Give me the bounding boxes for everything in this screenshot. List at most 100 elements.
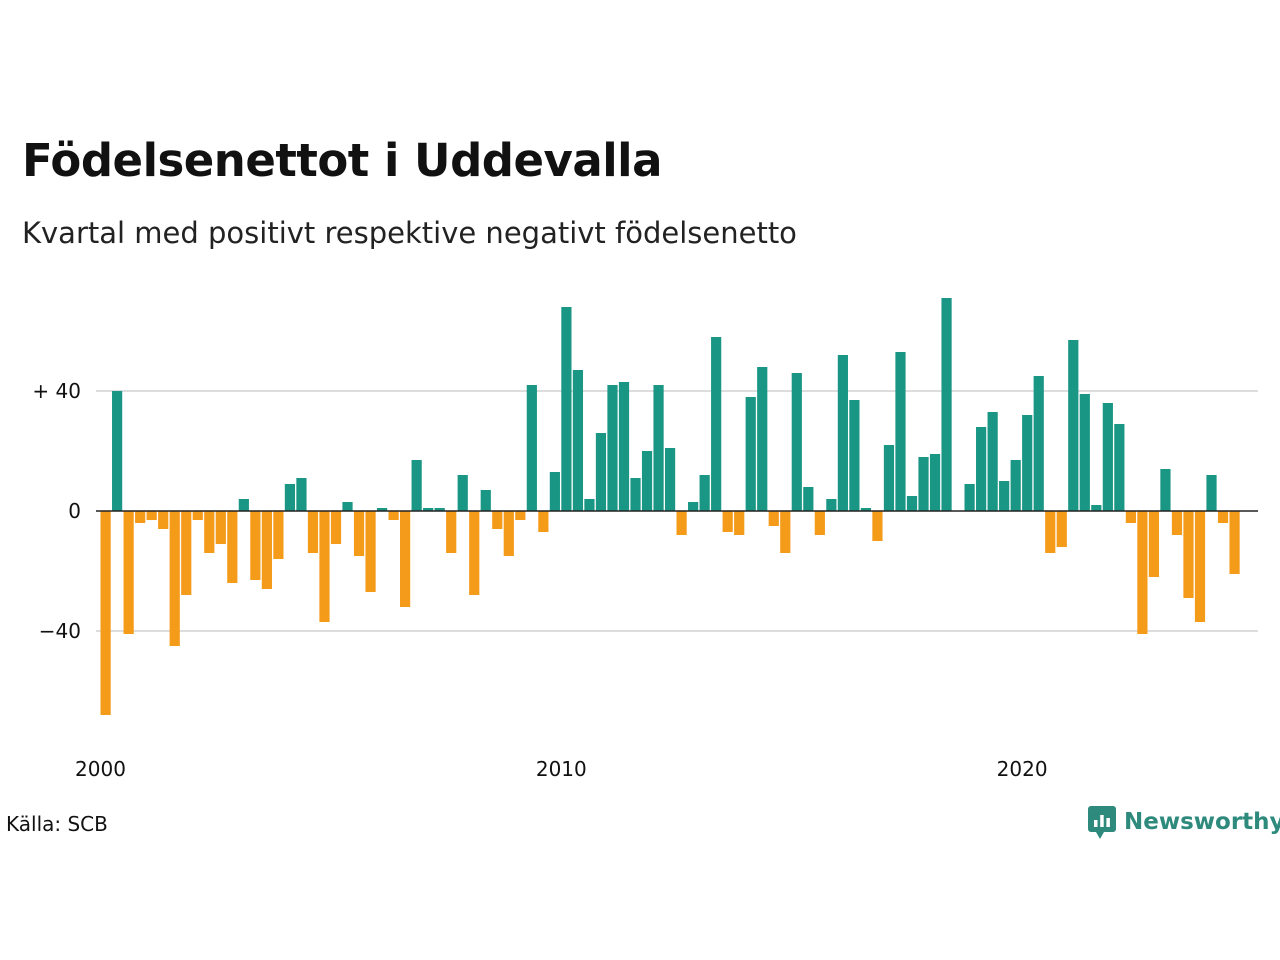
bar-1: [112, 391, 123, 511]
bar-79: [1010, 460, 1021, 511]
bar-85: [1079, 394, 1090, 511]
bar-23: [365, 511, 376, 592]
bar-98: [1229, 511, 1240, 574]
bar-7: [181, 511, 192, 595]
y-tick-label-0: + 40: [32, 379, 81, 403]
bar-56: [745, 397, 756, 511]
bar-45: [618, 382, 630, 511]
bar-0: [100, 511, 111, 715]
bar-24: [376, 508, 388, 511]
bar-57: [757, 367, 768, 511]
bar-2: [123, 511, 134, 634]
bar-18: [307, 511, 319, 553]
bar-25: [388, 511, 399, 520]
chart-subtitle: Kvartal med positivt respektive negativt…: [22, 216, 797, 250]
bar-70: [906, 496, 918, 511]
bar-16: [284, 484, 296, 511]
bar-71: [918, 457, 929, 511]
x-tick-label-0: 2000: [75, 757, 126, 781]
bar-17: [296, 478, 307, 511]
bar-81: [1033, 376, 1044, 511]
bar-90: [1137, 511, 1148, 634]
bar-46: [630, 478, 641, 511]
bar-32: [469, 511, 480, 595]
bar-11: [227, 511, 238, 583]
bar-44: [607, 385, 618, 511]
bar-19: [319, 511, 330, 622]
bar-36: [515, 511, 526, 520]
bar-51: [688, 502, 699, 511]
bar-26: [400, 511, 411, 607]
y-tick-label-1: 0: [68, 499, 81, 523]
bar-62: [814, 511, 825, 535]
bar-89: [1125, 511, 1136, 523]
bar-43: [595, 433, 607, 511]
bar-48: [653, 385, 664, 511]
bar-52: [699, 475, 710, 511]
bar-60: [791, 373, 802, 511]
bar-6: [169, 511, 180, 646]
bar-27: [411, 460, 422, 511]
bar-92: [1160, 469, 1171, 511]
bar-15: [273, 511, 284, 559]
bar-12: [238, 499, 249, 511]
x-tick-label-2: 2020: [997, 757, 1048, 781]
bar-97: [1217, 511, 1229, 523]
bar-49: [664, 448, 676, 511]
bar-3: [135, 511, 146, 523]
bar-29: [434, 508, 445, 511]
bar-76: [976, 427, 987, 511]
bar-68: [883, 445, 895, 511]
bar-69: [895, 352, 906, 511]
bar-94: [1183, 511, 1194, 598]
bar-33: [480, 490, 491, 511]
bar-10: [215, 511, 226, 544]
bar-31: [457, 475, 468, 511]
x-tick-label-1: 2010: [536, 757, 587, 781]
bar-34: [492, 511, 503, 529]
bar-95: [1194, 511, 1206, 622]
bar-93: [1171, 511, 1183, 535]
bar-58: [768, 511, 779, 526]
bar-13: [250, 511, 261, 580]
bar-9: [204, 511, 215, 553]
bar-78: [999, 481, 1010, 511]
chart-title: Födelsenettot i Uddevalla: [22, 134, 662, 187]
source-note: Källa: SCB: [6, 812, 108, 836]
bar-22: [353, 511, 365, 556]
bar-40: [561, 307, 572, 511]
bar-8: [192, 511, 203, 520]
bar-75: [964, 484, 975, 511]
y-tick-label-2: −40: [39, 619, 81, 643]
bar-66: [860, 508, 872, 511]
bar-55: [734, 511, 745, 535]
bar-91: [1148, 511, 1160, 577]
bar-20: [330, 511, 342, 544]
bar-47: [641, 451, 653, 511]
bar-65: [849, 400, 860, 511]
newsworthy-logo-icon: [1088, 806, 1116, 839]
bar-35: [503, 511, 514, 556]
bar-88: [1114, 424, 1125, 511]
bar-5: [158, 511, 169, 529]
bar-41: [572, 370, 584, 511]
bar-61: [803, 487, 814, 511]
bar-84: [1068, 340, 1079, 511]
bar-38: [538, 511, 549, 532]
bar-77: [987, 412, 998, 511]
bar-63: [826, 499, 837, 511]
bar-82: [1045, 511, 1056, 553]
bar-54: [722, 511, 733, 532]
bar-chart: + 40 0 −40 2000 2010 2020: [32, 298, 1258, 781]
bar-42: [584, 499, 595, 511]
bar-50: [676, 511, 687, 535]
bar-67: [872, 511, 883, 541]
bar-28: [423, 508, 434, 511]
bar-14: [261, 511, 272, 589]
bar-96: [1206, 475, 1217, 511]
bar-72: [929, 454, 941, 511]
bar-53: [711, 337, 722, 511]
bar-73: [941, 298, 952, 511]
bar-37: [526, 385, 537, 511]
bar-64: [837, 355, 848, 511]
